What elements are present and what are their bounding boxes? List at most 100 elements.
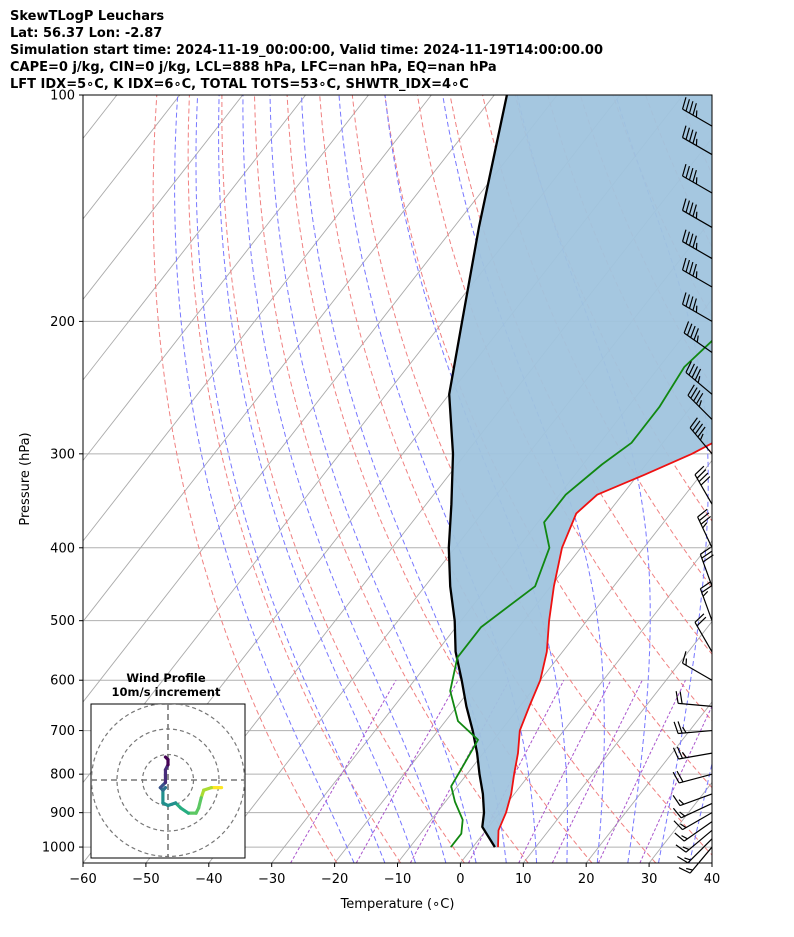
chart-header: SkewTLogP Leuchars Lat: 56.37 Lon: -2.87… (10, 8, 603, 93)
wind-barb-flag (681, 257, 687, 271)
station-coordinates: Lat: 56.37 Lon: -2.87 (10, 26, 163, 41)
mixing-ratio-line (597, 679, 686, 863)
wind-barb-flag (692, 263, 697, 277)
wind-barb-shaft (682, 137, 713, 156)
wind-barb-flag (698, 472, 709, 483)
isotherm (83, 95, 244, 301)
wind-barb-shaft (685, 371, 713, 395)
wind-barb-flag (694, 613, 705, 623)
wind-barb-flag (672, 771, 680, 784)
wind-barb-shaft (689, 427, 713, 455)
wind-barb-flag (673, 721, 679, 734)
wind-barb-shaft (687, 838, 713, 864)
wind-barb-flag (699, 433, 704, 441)
moist-adiabat (720, 95, 794, 863)
mixing-ratio-line (639, 705, 712, 863)
wind-barb-flag (688, 233, 694, 246)
wind-barb-shaft (682, 269, 713, 288)
wind-barb-flag (672, 747, 680, 760)
wind-barb-flag (700, 581, 711, 590)
x-tick-label: −30 (258, 872, 285, 887)
wind-barb-flag (675, 691, 679, 704)
moist-adiabat (269, 95, 477, 863)
wind-barb (672, 793, 713, 807)
dry-adiabat (221, 95, 465, 863)
x-tick-label: −60 (69, 872, 96, 887)
isotherm (585, 701, 712, 863)
wind-barb-shaft (678, 702, 713, 707)
isotherm (711, 862, 712, 863)
wind-barb-flag (679, 691, 683, 704)
isotherm (83, 95, 369, 462)
y-tick-label: 600 (50, 674, 75, 689)
wind-barb-flag (676, 746, 684, 759)
wind-barb-flag (698, 512, 710, 522)
dry-adiabat (743, 95, 794, 863)
wind-barb-flag (702, 522, 708, 529)
moist-adiabat (338, 95, 538, 863)
convective-parameters: CAPE=0 j/kg, CIN=0 j/kg, LCL=888 hPa, LF… (10, 60, 497, 75)
wind-barb-flag (688, 167, 694, 181)
wind-barb-shaft (689, 846, 713, 874)
wind-barb (672, 746, 713, 760)
y-tick-label: 900 (50, 806, 75, 821)
wind-barb (672, 802, 713, 819)
moist-adiabat (384, 95, 568, 863)
mixing-ratio-line (290, 679, 397, 863)
dry-adiabat (319, 95, 657, 863)
wind-barb-shaft (683, 821, 713, 842)
wind-barb-flag (693, 328, 699, 341)
stability-indices: LFT IDX=5∘C, K IDX=6∘C, TOTAL TOTS=53∘C,… (10, 77, 469, 92)
wind-barb-flag (681, 198, 687, 211)
wind-barb (694, 465, 713, 505)
wind-barb-flag (683, 321, 690, 334)
wind-barb-shaft (699, 588, 713, 621)
wind-barb-shaft (679, 773, 713, 784)
wind-barb-flag (673, 820, 683, 831)
isotherm (83, 95, 495, 623)
wind-barb-flag (696, 335, 699, 343)
wind-barb (673, 721, 713, 735)
mixing-ratio-line (355, 679, 459, 863)
isotherm (522, 620, 712, 863)
wind-barb-shaft (694, 474, 713, 505)
x-tick-label: 20 (578, 872, 595, 887)
x-tick-label: −10 (384, 872, 411, 887)
y-tick-label: 300 (50, 447, 75, 462)
wind-barb-shaft (682, 175, 713, 194)
wind-barb-flag (697, 376, 701, 383)
wind-barb-flag (680, 823, 687, 829)
wind-barb-flag (702, 554, 714, 563)
wind-barb-flag (696, 616, 707, 627)
wind-barb-shaft (682, 303, 713, 322)
wind-barb-flag (686, 867, 693, 871)
wind-barb-shaft (678, 752, 713, 760)
wind-barb-flag (702, 590, 709, 597)
y-tick-label: 1000 (42, 841, 75, 856)
wind-barb-flag (700, 515, 711, 525)
wind-barb-flag (701, 550, 713, 559)
wind-barb (681, 163, 713, 194)
dewpoint-profile-line (449, 339, 712, 848)
y-axis-label: Pressure (hPa) (18, 432, 33, 525)
wind-barb-flag (677, 855, 689, 864)
isotherm (83, 95, 306, 381)
wind-barb (675, 691, 713, 707)
wind-barb-flag (688, 296, 694, 309)
wind-barb-flag (685, 294, 690, 307)
wind-barb-shaft (682, 108, 713, 127)
wind-barb (699, 581, 713, 621)
moist-adiabat (442, 95, 605, 863)
wind-barb-flag (687, 384, 695, 396)
wind-barb-flag (691, 366, 699, 378)
wind-barb-flag (672, 807, 682, 819)
x-tick-label: −40 (195, 872, 222, 887)
moist-adiabat (174, 95, 355, 863)
inset-title: Wind Profile (126, 671, 206, 685)
wind-barb-flag (694, 368, 702, 381)
wind-barb-flag (678, 799, 685, 805)
wind-barb-flag (688, 101, 694, 114)
moist-adiabat (615, 95, 709, 863)
wind-barb-flag (692, 204, 697, 217)
